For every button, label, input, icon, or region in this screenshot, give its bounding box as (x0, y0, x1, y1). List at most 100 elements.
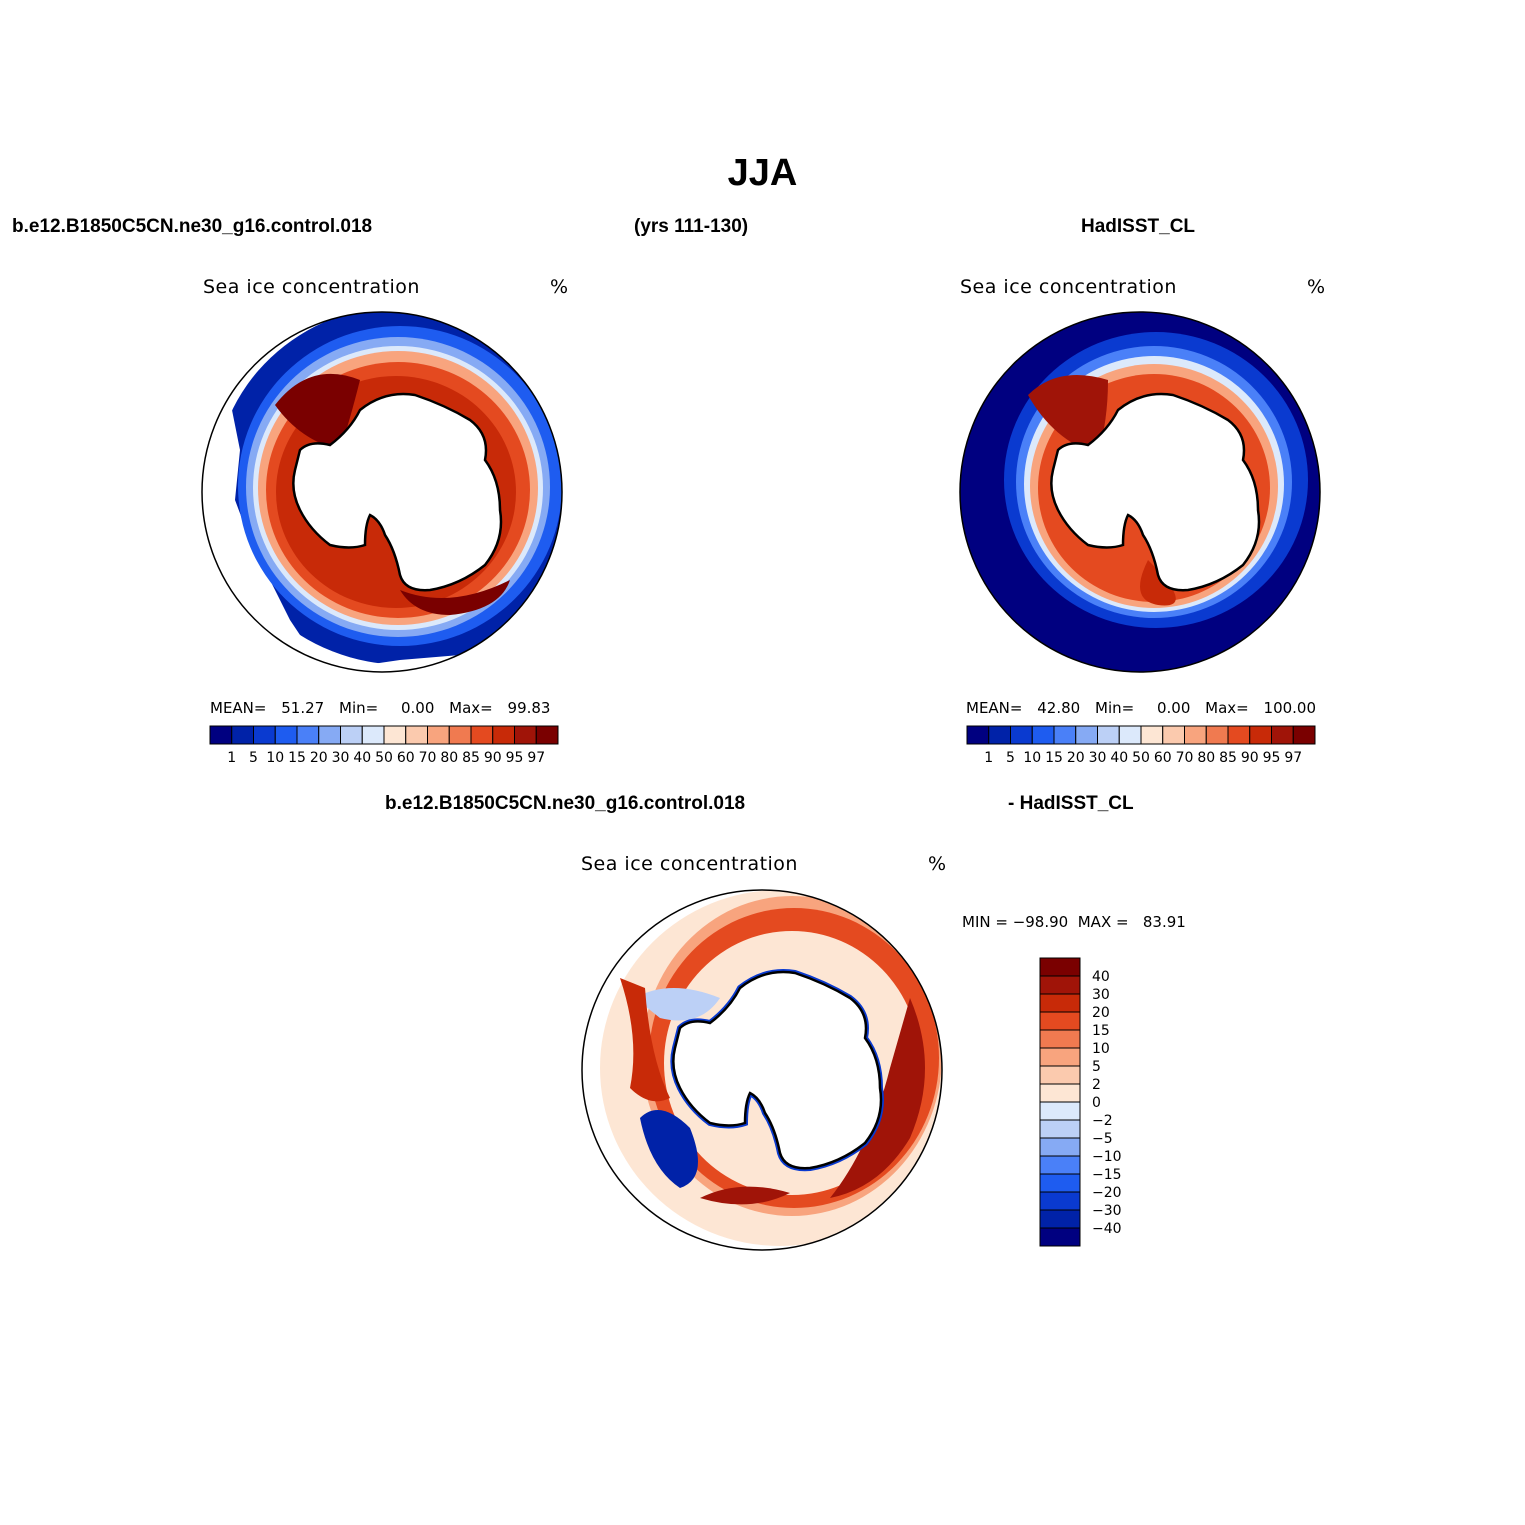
panel-2-colorbar-swatch (1097, 725, 1120, 745)
panel-2-mean-value: 42.80 (1037, 699, 1081, 717)
panel-2-variable-label: Sea ice concentration (960, 276, 1177, 298)
years-label: (yrs 111-130) (634, 216, 749, 237)
diff-colorbar-swatch (1039, 1119, 1081, 1139)
panel-2-colorbar-swatch (1010, 725, 1033, 745)
diff-colorbar-tick-label: 5 (1092, 1059, 1101, 1075)
diff-colorbar-tick-label: −2 (1092, 1113, 1113, 1129)
diff-colorbar-tick-label: −20 (1092, 1185, 1122, 1201)
panel-1-colorbar-tick-label: 95 (506, 750, 524, 766)
panel-2-colorbar-tick-label: 90 (1241, 750, 1259, 766)
panel-1-colorbar-tick-label: 90 (484, 750, 502, 766)
panel-1-colorbar-tick-label: 5 (249, 750, 258, 766)
panel-1-colorbar: 1 5 10 15 20 30 40 50 60 70 80 85 90 95 97 (209, 725, 559, 766)
panel-2-colorbar-tick-label: 20 (1067, 750, 1085, 766)
panel-1-colorbar-swatch (361, 725, 385, 745)
panel-1-colorbar-swatch (514, 725, 537, 745)
diff-colorbar-swatch (1039, 1011, 1081, 1031)
panel-1-colorbar-tick-label: 50 (375, 750, 393, 766)
panel-2-colorbar-tick-label: 95 (1263, 750, 1281, 766)
diff-colorbar-tick-label: −40 (1092, 1221, 1122, 1237)
diff-colorbar-tick-label: 40 (1092, 969, 1110, 985)
panel-2-stats: MEAN= 42.80 Min= 0.00 Max= 100.00 (966, 699, 1316, 717)
diff-colorbar-tick-label: 10 (1092, 1041, 1110, 1057)
diff-colorbar-swatch (1039, 1209, 1081, 1229)
panel-1-stats: MEAN= 51.27 Min= 0.00 Max= 99.83 (210, 699, 550, 717)
panel-1-max-value: 99.83 (507, 699, 551, 717)
case-name-label: b.e12.B1850C5CN.ne30_g16.control.018 (12, 216, 373, 237)
panel-2-max-label: Max= (1205, 699, 1249, 717)
panel-2-colorbar-tick-label: 30 (1089, 750, 1107, 766)
panel-1-mean-label: MEAN= (210, 699, 267, 717)
panel-2-colorbar-swatch (1118, 725, 1142, 745)
panel-1-colorbar-swatch (296, 725, 320, 745)
panel-2-colorbar-swatch (1053, 725, 1077, 745)
panel-2-min-value: 0.00 (1156, 699, 1191, 717)
panel-1-sea-ice-field (202, 312, 562, 672)
panel-1-colorbar-tick-label: 70 (419, 750, 437, 766)
diff-colorbar-swatch (1039, 993, 1081, 1013)
diff-units-label: % (928, 853, 947, 875)
diff-colorbar-tick-label: 30 (1092, 987, 1110, 1003)
panel-2-colorbar-tick-label: 60 (1154, 750, 1172, 766)
panel-1-colorbar-swatch (448, 725, 472, 745)
diff-colorbar-tick-label: 2 (1092, 1077, 1101, 1093)
panel-1-colorbar-tick-label: 80 (440, 750, 458, 766)
obs-name-label: HadISST_CL (1081, 216, 1196, 237)
panel-1-colorbar-tick-label: 30 (332, 750, 350, 766)
panel-1-units-label: % (550, 276, 569, 298)
diff-colorbar-tick-label: 15 (1092, 1023, 1110, 1039)
diff-colorbar-swatch (1039, 975, 1081, 995)
panel-2-max-value: 100.00 (1263, 699, 1317, 717)
panel-2-colorbar-swatch (1140, 725, 1164, 745)
panel-1-antarctica-coastline (292, 392, 503, 592)
panel-1-colorbar-swatch (253, 725, 276, 745)
panel-1-colorbar-swatch (274, 725, 298, 745)
diff-sea-ice-field (582, 890, 942, 1250)
panel-2-colorbar-tick-label: 85 (1219, 750, 1237, 766)
diff-colorbar-tick-label: 0 (1092, 1095, 1101, 1111)
diff-colorbar-swatch (1039, 1029, 1081, 1049)
panel-1-colorbar-tick-label: 10 (266, 750, 284, 766)
diff-variable-label: Sea ice concentration (581, 853, 798, 875)
diff-colorbar-tick-label: −10 (1092, 1149, 1122, 1165)
panel-2-colorbar-tick-label: 50 (1132, 750, 1150, 766)
panel-2-units-label: % (1307, 276, 1326, 298)
panel-2-colorbar-tick-label: 10 (1023, 750, 1041, 766)
panel-1-variable-label: Sea ice concentration (203, 276, 420, 298)
panel-1-min-label: Min= (339, 699, 379, 717)
diff-colorbar-swatch (1039, 1047, 1081, 1067)
panel-2-antarctica-coastline (1050, 392, 1261, 592)
diff-colorbar-tick-label: 20 (1092, 1005, 1110, 1021)
diff-colorbar-swatch (1039, 1101, 1081, 1121)
diff-colorbar-swatch (1039, 1191, 1081, 1211)
diff-obs-label: - HadISST_CL (1008, 793, 1134, 814)
panel-1-colorbar-swatch (209, 725, 233, 745)
panel-1-colorbar-tick-label: 85 (462, 750, 480, 766)
panel-2-mean-label: MEAN= (966, 699, 1023, 717)
diff-case-label: b.e12.B1850C5CN.ne30_g16.control.018 (385, 793, 746, 814)
panel-1-colorbar-tick-label: 1 (227, 750, 236, 766)
panel-1-colorbar-swatch (492, 725, 515, 745)
panel-2-colorbar-swatch (1227, 725, 1251, 745)
panel-2-colorbar-swatch (1292, 725, 1316, 745)
panel-1-colorbar-swatch (383, 725, 407, 745)
diff-minmax-label: MIN = −98.90 MAX = 83.91 (962, 913, 1186, 931)
diff-colorbar-swatch (1039, 1137, 1081, 1157)
diff-colorbar-swatch (1039, 957, 1081, 977)
panel-1-min-value: 0.00 (400, 699, 435, 717)
panel-1-colorbar-tick-label: 60 (397, 750, 415, 766)
panel-2-colorbar-tick-label: 97 (1284, 750, 1302, 766)
panel-2-colorbar-swatch (966, 725, 990, 745)
panel-2-colorbar-tick-label: 5 (1006, 750, 1015, 766)
panel-1-colorbar-swatch (470, 725, 494, 745)
diff-colorbar-tick-label: −15 (1092, 1167, 1122, 1183)
panel-2-sea-ice-field (960, 312, 1320, 672)
panel-2-colorbar-swatch (1249, 725, 1272, 745)
panel-1-colorbar-swatch (318, 725, 341, 745)
panel-2-colorbar-swatch (988, 725, 1011, 745)
diff-colorbar-tick-label: −30 (1092, 1203, 1122, 1219)
panel-1-colorbar-tick-label: 97 (527, 750, 545, 766)
panel-1-mean-value: 51.27 (281, 699, 325, 717)
diff-colorbar-tick-label: −5 (1092, 1131, 1113, 1147)
